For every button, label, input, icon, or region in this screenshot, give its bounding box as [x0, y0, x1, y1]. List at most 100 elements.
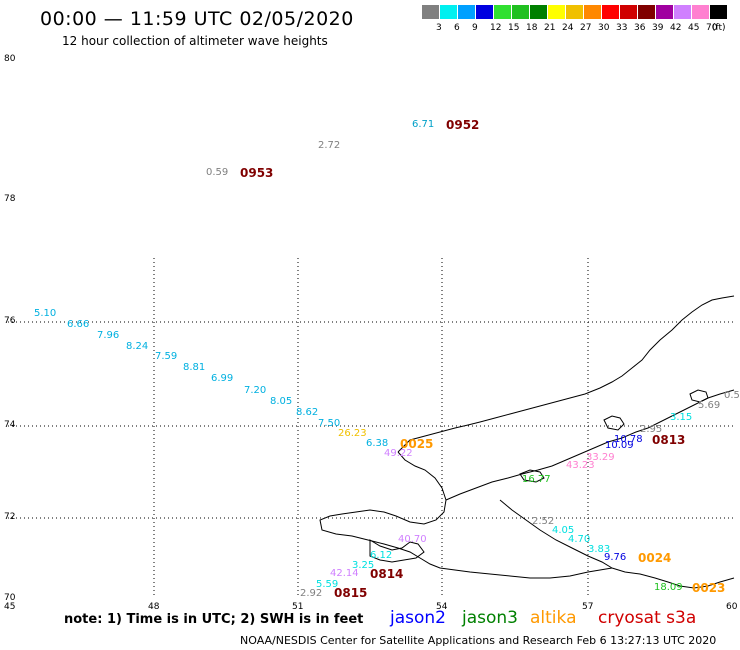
lat-label: 76	[4, 316, 16, 326]
legend-swatch	[656, 5, 673, 19]
satellite-jason3: jason3	[462, 608, 518, 628]
legend-label: 42	[670, 23, 682, 33]
wave-height-label: 40.70	[398, 534, 427, 545]
legend-label: 9	[472, 23, 478, 33]
graticule	[8, 258, 735, 598]
satellite-cryosat-s3a: cryosat s3a	[598, 608, 697, 628]
wave-height-label: 16.77	[522, 474, 551, 485]
legend-swatch	[422, 5, 439, 19]
chart-subtitle: 12 hour collection of altimeter wave hei…	[62, 34, 328, 48]
wave-height-label: 8.24	[126, 341, 149, 352]
lat-label: 72	[4, 512, 16, 522]
legend-swatch	[458, 5, 475, 19]
legend-label: 27	[580, 23, 592, 33]
lon-label: 51	[292, 602, 304, 612]
wave-height-label: 2.95	[640, 424, 663, 435]
wave-height-label: 7.59	[155, 351, 178, 362]
pass-time-label: 0024	[638, 551, 672, 565]
pass-time-label: 0023	[692, 581, 726, 595]
legend-swatch	[674, 5, 691, 19]
wave-height-label: 43.23	[566, 460, 595, 471]
wave-height-label: 26.23	[338, 428, 367, 439]
lat-label: 78	[4, 194, 16, 204]
legend-label: 12	[490, 23, 502, 33]
legend-label: 70	[706, 23, 718, 33]
lon-label: 48	[148, 602, 160, 612]
wave-height-label: 7.96	[97, 330, 120, 341]
legend-swatch	[620, 5, 637, 19]
lat-label: 70	[4, 593, 16, 603]
wave-height-label: 10.09	[605, 440, 634, 451]
wave-height-label: 9.76	[604, 552, 627, 563]
note-text: note: 1) Time is in UTC; 2) SWH is in fe…	[64, 612, 364, 627]
legend-label: 39	[652, 23, 664, 33]
wave-height-label: 0.59	[206, 167, 229, 178]
legend-swatch	[692, 5, 709, 19]
wave-height-label: 6.99	[211, 373, 234, 384]
legend-label: 3	[436, 23, 442, 33]
wave-height-label: 7.20	[244, 385, 267, 396]
wave-height-label: 4.05	[552, 525, 575, 536]
wave-height-label: 10.78	[614, 434, 643, 445]
wave-height-label: 2.92	[300, 588, 323, 599]
legend-label: 33	[616, 23, 628, 33]
wave-height-label: 18.09	[654, 582, 683, 593]
legend-swatch	[440, 5, 457, 19]
wave-height-label: 2.72	[318, 140, 341, 151]
pass-time-label: 0815	[334, 586, 368, 600]
wave-height-label: 3.83	[588, 544, 611, 555]
legend-label: 45	[688, 23, 700, 33]
wave-height-label: 5.69	[698, 400, 721, 411]
wave-height-label: 0.5	[724, 390, 740, 401]
wave-height-label: 6.38	[366, 438, 389, 449]
lat-label: 80	[4, 54, 16, 64]
legend-label: 18	[526, 23, 538, 33]
lon-label: 60	[726, 602, 738, 612]
legend-label: 21	[544, 23, 556, 33]
wave-height-label: 2.52	[532, 516, 555, 527]
wave-height-label: 6.12	[370, 550, 393, 561]
wave-height-label: 6.66	[67, 319, 90, 330]
lon-label: 57	[582, 602, 594, 612]
satellite-altika: altika	[530, 608, 577, 628]
legend-label: 36	[634, 23, 646, 33]
pass-time-label: 0025	[400, 437, 434, 451]
wave-height-label: 5.59	[316, 579, 339, 590]
legend-swatch	[566, 5, 583, 19]
lat-label: 74	[4, 420, 16, 430]
legend-swatch	[584, 5, 601, 19]
legend-label: 15	[508, 23, 520, 33]
lon-label: 54	[436, 602, 448, 612]
legend-swatch	[530, 5, 547, 19]
wave-height-label: 8.05	[270, 396, 293, 407]
lon-label: 45	[4, 602, 16, 612]
wave-height-label: 49.22	[384, 448, 413, 459]
wave-height-label: 42.14	[330, 568, 359, 579]
wave-height-label: 3.15	[670, 412, 693, 423]
pass-time-label: 0952	[446, 118, 480, 132]
legend-label: 24	[562, 23, 574, 33]
legend-swatch	[512, 5, 529, 19]
legend-swatch	[602, 5, 619, 19]
legend-swatch	[548, 5, 565, 19]
credit-line: NOAA/NESDIS Center for Satellite Applica…	[240, 634, 717, 647]
legend-label: 30	[598, 23, 610, 33]
wave-height-label: 33.29	[586, 452, 615, 463]
wave-height-label: 6.71	[412, 119, 435, 130]
chart-title: 00:00 — 11:59 UTC 02/05/2020	[40, 8, 354, 30]
coastline	[319, 295, 735, 589]
wave-height-label: 5.10	[34, 308, 57, 319]
wave-height-label: 3.25	[352, 560, 375, 571]
pass-time-label: 0813	[652, 433, 686, 447]
wave-height-label: 7.50	[318, 418, 341, 429]
legend-label: 6	[454, 23, 460, 33]
legend-swatch	[494, 5, 511, 19]
pass-time-label: 0953	[240, 166, 274, 180]
legend-swatch	[476, 5, 493, 19]
legend-swatch	[710, 5, 727, 19]
legend-unit: (ft)	[712, 23, 726, 33]
legend-swatch	[638, 5, 655, 19]
wave-height-label: 8.62	[296, 407, 319, 418]
wave-height-label: 4.70	[568, 534, 591, 545]
